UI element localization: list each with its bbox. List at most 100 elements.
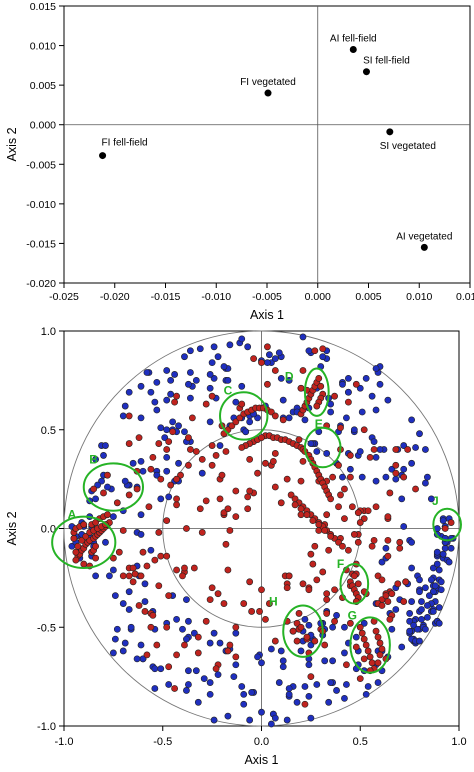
blue-point xyxy=(206,384,214,392)
red-point xyxy=(321,641,329,649)
blue-point xyxy=(293,698,301,706)
red-point xyxy=(384,536,392,544)
red-point xyxy=(133,485,141,493)
blue-point xyxy=(210,629,218,637)
blue-point xyxy=(277,374,285,382)
red-point xyxy=(143,562,151,570)
blue-point xyxy=(329,657,336,665)
blue-point xyxy=(173,615,180,623)
group-ellipse-d xyxy=(303,367,330,417)
y-tick-label: -0.005 xyxy=(26,159,56,171)
red-point xyxy=(354,509,362,517)
red-point xyxy=(100,489,107,497)
red-point xyxy=(222,540,230,548)
blue-point xyxy=(406,610,414,617)
blue-point xyxy=(141,580,149,588)
blue-point xyxy=(325,698,333,706)
blue-point xyxy=(412,444,419,451)
blue-point xyxy=(183,596,190,603)
red-point xyxy=(384,598,392,605)
x-tick-label: 0.010 xyxy=(406,291,432,303)
blue-point xyxy=(232,661,240,669)
blue-point xyxy=(271,714,279,722)
red-point xyxy=(303,511,311,519)
blue-point xyxy=(414,625,421,633)
red-point xyxy=(185,461,192,469)
blue-point xyxy=(183,635,190,643)
blue-point xyxy=(208,359,216,366)
group-label-g: G xyxy=(348,608,357,622)
red-point xyxy=(190,564,198,572)
red-point xyxy=(360,635,368,643)
red-point xyxy=(396,538,404,546)
red-point xyxy=(356,623,364,631)
red-point xyxy=(366,653,374,661)
x-tick-label: -1.0 xyxy=(55,736,74,748)
blue-point xyxy=(169,418,177,426)
blue-point xyxy=(192,376,200,384)
blue-point xyxy=(210,343,218,351)
red-point xyxy=(358,629,366,637)
red-point xyxy=(378,602,386,609)
blue-point xyxy=(339,380,346,388)
red-point xyxy=(220,600,228,607)
blue-point xyxy=(356,448,364,455)
red-point xyxy=(149,453,157,461)
red-point xyxy=(335,461,342,469)
blue-point xyxy=(372,365,380,372)
group-label-f: F xyxy=(337,557,344,571)
blue-point xyxy=(327,679,335,686)
blue-point xyxy=(194,698,202,706)
top-chart-biplot: -0.025 -0.020 -0.015 -0.010 -0.005 0.000 0.005… xyxy=(5,1,474,322)
red-point xyxy=(354,580,362,588)
red-point xyxy=(125,572,133,580)
red-point xyxy=(248,608,256,615)
red-point xyxy=(226,641,234,649)
red-point xyxy=(356,675,364,682)
red-point xyxy=(283,584,291,592)
x-tick-label: 0.5 xyxy=(353,736,368,748)
blue-point xyxy=(167,390,175,398)
blue-point xyxy=(125,606,133,613)
blue-point xyxy=(364,683,372,690)
blue-point xyxy=(350,426,358,434)
blue-point xyxy=(279,657,287,665)
red-point xyxy=(372,503,380,511)
blue-point xyxy=(437,578,445,586)
red-point xyxy=(376,639,384,647)
red-point xyxy=(137,572,145,580)
blue-point xyxy=(408,416,415,424)
blue-point xyxy=(301,416,309,424)
red-point xyxy=(378,645,386,653)
red-point xyxy=(337,491,344,499)
blue-point xyxy=(238,335,246,343)
y-tick-label: -0.015 xyxy=(26,238,56,250)
blue-point xyxy=(344,388,352,396)
blue-point xyxy=(392,606,400,613)
group-ellipse-b xyxy=(82,462,144,512)
y-axis-title: Axis 2 xyxy=(5,127,19,161)
blue-point xyxy=(329,623,336,631)
red-point xyxy=(92,554,99,562)
blue-point xyxy=(238,683,246,690)
site-point xyxy=(362,68,370,76)
x-tick-label: 0.0 xyxy=(254,736,269,748)
blue-point xyxy=(92,572,99,580)
red-point xyxy=(139,548,147,556)
group-ellipse-c xyxy=(219,391,269,441)
red-point xyxy=(327,495,335,503)
red-point xyxy=(129,578,137,586)
blue-point xyxy=(175,459,182,467)
red-point xyxy=(344,546,352,554)
red-point xyxy=(344,398,352,406)
blue-point xyxy=(224,376,232,384)
red-point xyxy=(90,485,98,493)
red-point xyxy=(392,469,400,477)
red-point xyxy=(109,554,117,562)
red-point xyxy=(188,414,196,422)
red-point xyxy=(327,533,335,540)
red-point xyxy=(151,556,159,564)
blue-point xyxy=(186,347,194,355)
red-point xyxy=(299,580,307,588)
blue-point xyxy=(246,716,254,724)
